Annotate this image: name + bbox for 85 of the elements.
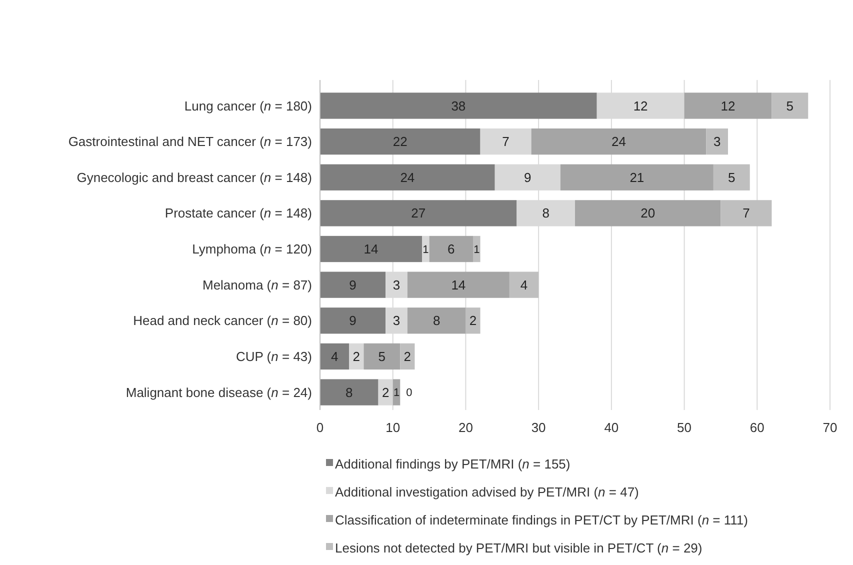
data-label: 21: [630, 170, 644, 185]
data-label: 1: [474, 244, 480, 256]
data-label: 38: [451, 98, 466, 114]
data-label: 2: [382, 384, 390, 400]
bar: [509, 272, 539, 298]
data-label: 6: [448, 242, 455, 257]
bar: [320, 343, 350, 370]
x-tick-label: 60: [750, 420, 764, 435]
x-tick-label: 30: [531, 420, 546, 435]
bar: [364, 343, 400, 370]
x-tick-label: 50: [677, 420, 692, 435]
data-label: 2: [404, 349, 412, 364]
bar: [575, 200, 721, 226]
legend-label: Lesions not detected by PET/MRI but visible in PET/CT (n = 29): [335, 540, 702, 556]
x-tick-label: 10: [386, 420, 400, 435]
bar: [480, 128, 532, 155]
y-tick-label: Lung cancer (n = 180): [184, 98, 312, 114]
data-label: 22: [392, 134, 408, 150]
x-tick-label: 20: [458, 420, 473, 435]
data-label: 27: [411, 206, 426, 221]
bar: [320, 164, 495, 190]
bar: [320, 200, 517, 226]
data-label: 12: [720, 98, 736, 114]
data-label: 2: [469, 313, 477, 328]
data-label: 1: [393, 387, 400, 400]
bar: [772, 92, 808, 119]
data-label: 8: [346, 384, 353, 400]
bar: [466, 308, 480, 334]
data-label: 2: [352, 349, 360, 364]
data-label: 7: [502, 134, 510, 150]
x-tick-label: 0: [316, 420, 324, 435]
data-label: 9: [524, 170, 532, 185]
legend-label: Additional findings by PET/MRI (n = 155): [335, 456, 570, 472]
x-tick-label: 40: [604, 420, 619, 435]
data-label: 5: [786, 98, 794, 114]
data-label: 3: [392, 277, 400, 292]
bar: [422, 236, 430, 262]
data-label: 5: [378, 349, 386, 364]
x-tick-label: 70: [822, 420, 838, 435]
bar: [407, 308, 466, 334]
y-tick-label: Gynecologic and breast cancer (n = 148): [76, 170, 312, 185]
data-label: 4: [330, 349, 338, 364]
y-tick-label: Head and neck cancer (n = 80): [133, 313, 312, 328]
y-tick-label: Prostate cancer (n = 148): [164, 206, 312, 221]
bar: [473, 236, 480, 262]
data-label: 0: [406, 387, 412, 400]
data-label: 14: [364, 242, 378, 257]
bar: [320, 272, 386, 298]
data-label: 24: [611, 134, 626, 150]
bar: [720, 200, 772, 226]
data-label: 8: [432, 313, 440, 328]
data-label: 3: [713, 134, 721, 150]
data-label: 24: [400, 170, 415, 185]
bar: [713, 164, 750, 190]
bar: [560, 164, 714, 190]
data-label: 4: [520, 277, 528, 292]
bar: [320, 236, 422, 262]
bar: [320, 128, 480, 155]
y-tick-label: Melanoma (n = 87): [202, 277, 312, 292]
bar: [684, 92, 772, 119]
data-label: 3: [392, 313, 400, 328]
y-tick-label: Gastrointestinal and NET cancer (n = 173): [68, 134, 312, 150]
data-label: 5: [728, 170, 736, 185]
data-label: 20: [640, 206, 656, 221]
data-label: 9: [349, 277, 356, 292]
data-label: 7: [742, 206, 750, 221]
bar: [400, 343, 415, 370]
data-label: 12: [633, 98, 648, 114]
bar: [706, 128, 728, 155]
bar: [429, 236, 473, 262]
y-tick-label: CUP (n = 43): [236, 349, 312, 364]
bar: [320, 379, 378, 406]
bar: [407, 272, 510, 298]
data-label: 9: [349, 313, 356, 328]
bar: [320, 308, 386, 334]
legend-label: Additional investigation advised by PET/MRI (n = 47): [335, 484, 639, 500]
data-label: 14: [451, 277, 466, 292]
bar: [531, 128, 706, 155]
data-label: 1: [422, 244, 429, 256]
data-label: 8: [542, 206, 550, 221]
bar: [320, 92, 597, 119]
y-tick-label: Malignant bone disease (n = 24): [126, 384, 312, 400]
y-tick-label: Lymphoma (n = 120): [192, 242, 312, 257]
legend-label: Classification of indeterminate findings in PET/CT by PET/MRI (n = 111): [335, 512, 748, 528]
bar: [349, 343, 364, 370]
